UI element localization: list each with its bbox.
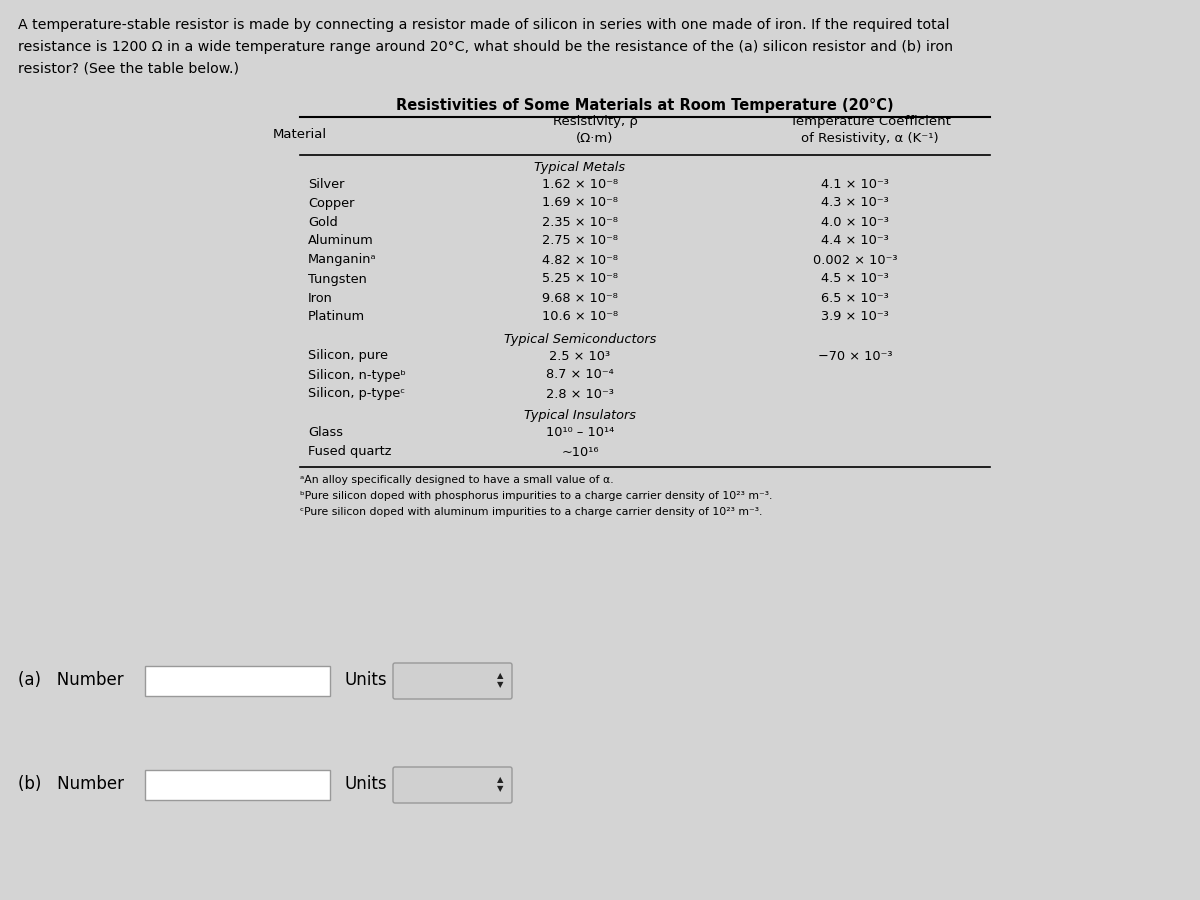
Text: 10.6 × 10⁻⁸: 10.6 × 10⁻⁸ <box>542 310 618 323</box>
Text: 4.3 × 10⁻³: 4.3 × 10⁻³ <box>821 196 889 210</box>
Text: Glass: Glass <box>308 427 343 439</box>
Text: 4.82 × 10⁻⁸: 4.82 × 10⁻⁸ <box>542 254 618 266</box>
Text: Units: Units <box>346 671 388 689</box>
Text: 4.5 × 10⁻³: 4.5 × 10⁻³ <box>821 273 889 285</box>
FancyBboxPatch shape <box>394 767 512 803</box>
Text: ▲
▼: ▲ ▼ <box>497 671 503 688</box>
Text: 0.002 × 10⁻³: 0.002 × 10⁻³ <box>812 254 898 266</box>
Text: ᶜPure silicon doped with aluminum impurities to a charge carrier density of 10²³: ᶜPure silicon doped with aluminum impuri… <box>300 507 762 517</box>
Text: Silicon, p-typeᶜ: Silicon, p-typeᶜ <box>308 388 406 400</box>
Text: 4.4 × 10⁻³: 4.4 × 10⁻³ <box>821 235 889 248</box>
Text: Silicon, n-typeᵇ: Silicon, n-typeᵇ <box>308 368 406 382</box>
Text: ᵇPure silicon doped with phosphorus impurities to a charge carrier density of 10: ᵇPure silicon doped with phosphorus impu… <box>300 491 773 501</box>
Text: resistor? (See the table below.): resistor? (See the table below.) <box>18 62 239 76</box>
Text: 6.5 × 10⁻³: 6.5 × 10⁻³ <box>821 292 889 304</box>
Text: Aluminum: Aluminum <box>308 235 373 248</box>
Text: 4.0 × 10⁻³: 4.0 × 10⁻³ <box>821 215 889 229</box>
Text: A temperature-stable resistor is made by connecting a resistor made of silicon i: A temperature-stable resistor is made by… <box>18 18 949 32</box>
Text: Silicon, pure: Silicon, pure <box>308 349 388 363</box>
Text: Typical Semiconductors: Typical Semiconductors <box>504 332 656 346</box>
Text: 5.25 × 10⁻⁸: 5.25 × 10⁻⁸ <box>542 273 618 285</box>
Text: Units: Units <box>346 775 388 793</box>
Text: Resistivities of Some Materials at Room Temperature (20°C): Resistivities of Some Materials at Room … <box>396 98 894 113</box>
Text: −70 × 10⁻³: −70 × 10⁻³ <box>817 349 893 363</box>
Text: Gold: Gold <box>308 215 337 229</box>
Bar <box>145 770 330 800</box>
Text: Material: Material <box>272 128 328 140</box>
Text: 9.68 × 10⁻⁸: 9.68 × 10⁻⁸ <box>542 292 618 304</box>
Text: 10¹⁰ – 10¹⁴: 10¹⁰ – 10¹⁴ <box>546 427 614 439</box>
Text: 8.7 × 10⁻⁴: 8.7 × 10⁻⁴ <box>546 368 614 382</box>
Text: ~10¹⁶: ~10¹⁶ <box>562 446 599 458</box>
Text: 2.5 × 10³: 2.5 × 10³ <box>550 349 611 363</box>
Text: resistance is 1200 Ω in a wide temperature range around 20°C, what should be the: resistance is 1200 Ω in a wide temperatu… <box>18 40 953 54</box>
Text: 4.1 × 10⁻³: 4.1 × 10⁻³ <box>821 177 889 191</box>
Text: 2.8 × 10⁻³: 2.8 × 10⁻³ <box>546 388 614 400</box>
Text: Typical Metals: Typical Metals <box>534 160 625 174</box>
Text: 2.75 × 10⁻⁸: 2.75 × 10⁻⁸ <box>542 235 618 248</box>
Text: Resistivity, ρ
(Ω·m): Resistivity, ρ (Ω·m) <box>552 115 637 145</box>
Text: Iron: Iron <box>308 292 332 304</box>
Text: Silver: Silver <box>308 177 344 191</box>
Text: ▲
▼: ▲ ▼ <box>497 775 503 793</box>
Text: Tungsten: Tungsten <box>308 273 367 285</box>
Text: 2.35 × 10⁻⁸: 2.35 × 10⁻⁸ <box>542 215 618 229</box>
Bar <box>145 666 330 696</box>
Text: Manganinᵃ: Manganinᵃ <box>308 254 377 266</box>
Text: Fused quartz: Fused quartz <box>308 446 391 458</box>
Text: Platinum: Platinum <box>308 310 365 323</box>
FancyBboxPatch shape <box>394 663 512 699</box>
Text: 3.9 × 10⁻³: 3.9 × 10⁻³ <box>821 310 889 323</box>
Text: 1.62 × 10⁻⁸: 1.62 × 10⁻⁸ <box>542 177 618 191</box>
Text: (b)   Number: (b) Number <box>18 775 124 793</box>
Text: Temperature Coefficient
of Resistivity, α (K⁻¹): Temperature Coefficient of Resistivity, … <box>790 115 950 145</box>
Text: (a)   Number: (a) Number <box>18 671 124 689</box>
Text: ᵃAn alloy specifically designed to have a small value of α.: ᵃAn alloy specifically designed to have … <box>300 475 613 485</box>
Text: Typical Insulators: Typical Insulators <box>524 410 636 422</box>
Text: 1.69 × 10⁻⁸: 1.69 × 10⁻⁸ <box>542 196 618 210</box>
Text: Copper: Copper <box>308 196 354 210</box>
